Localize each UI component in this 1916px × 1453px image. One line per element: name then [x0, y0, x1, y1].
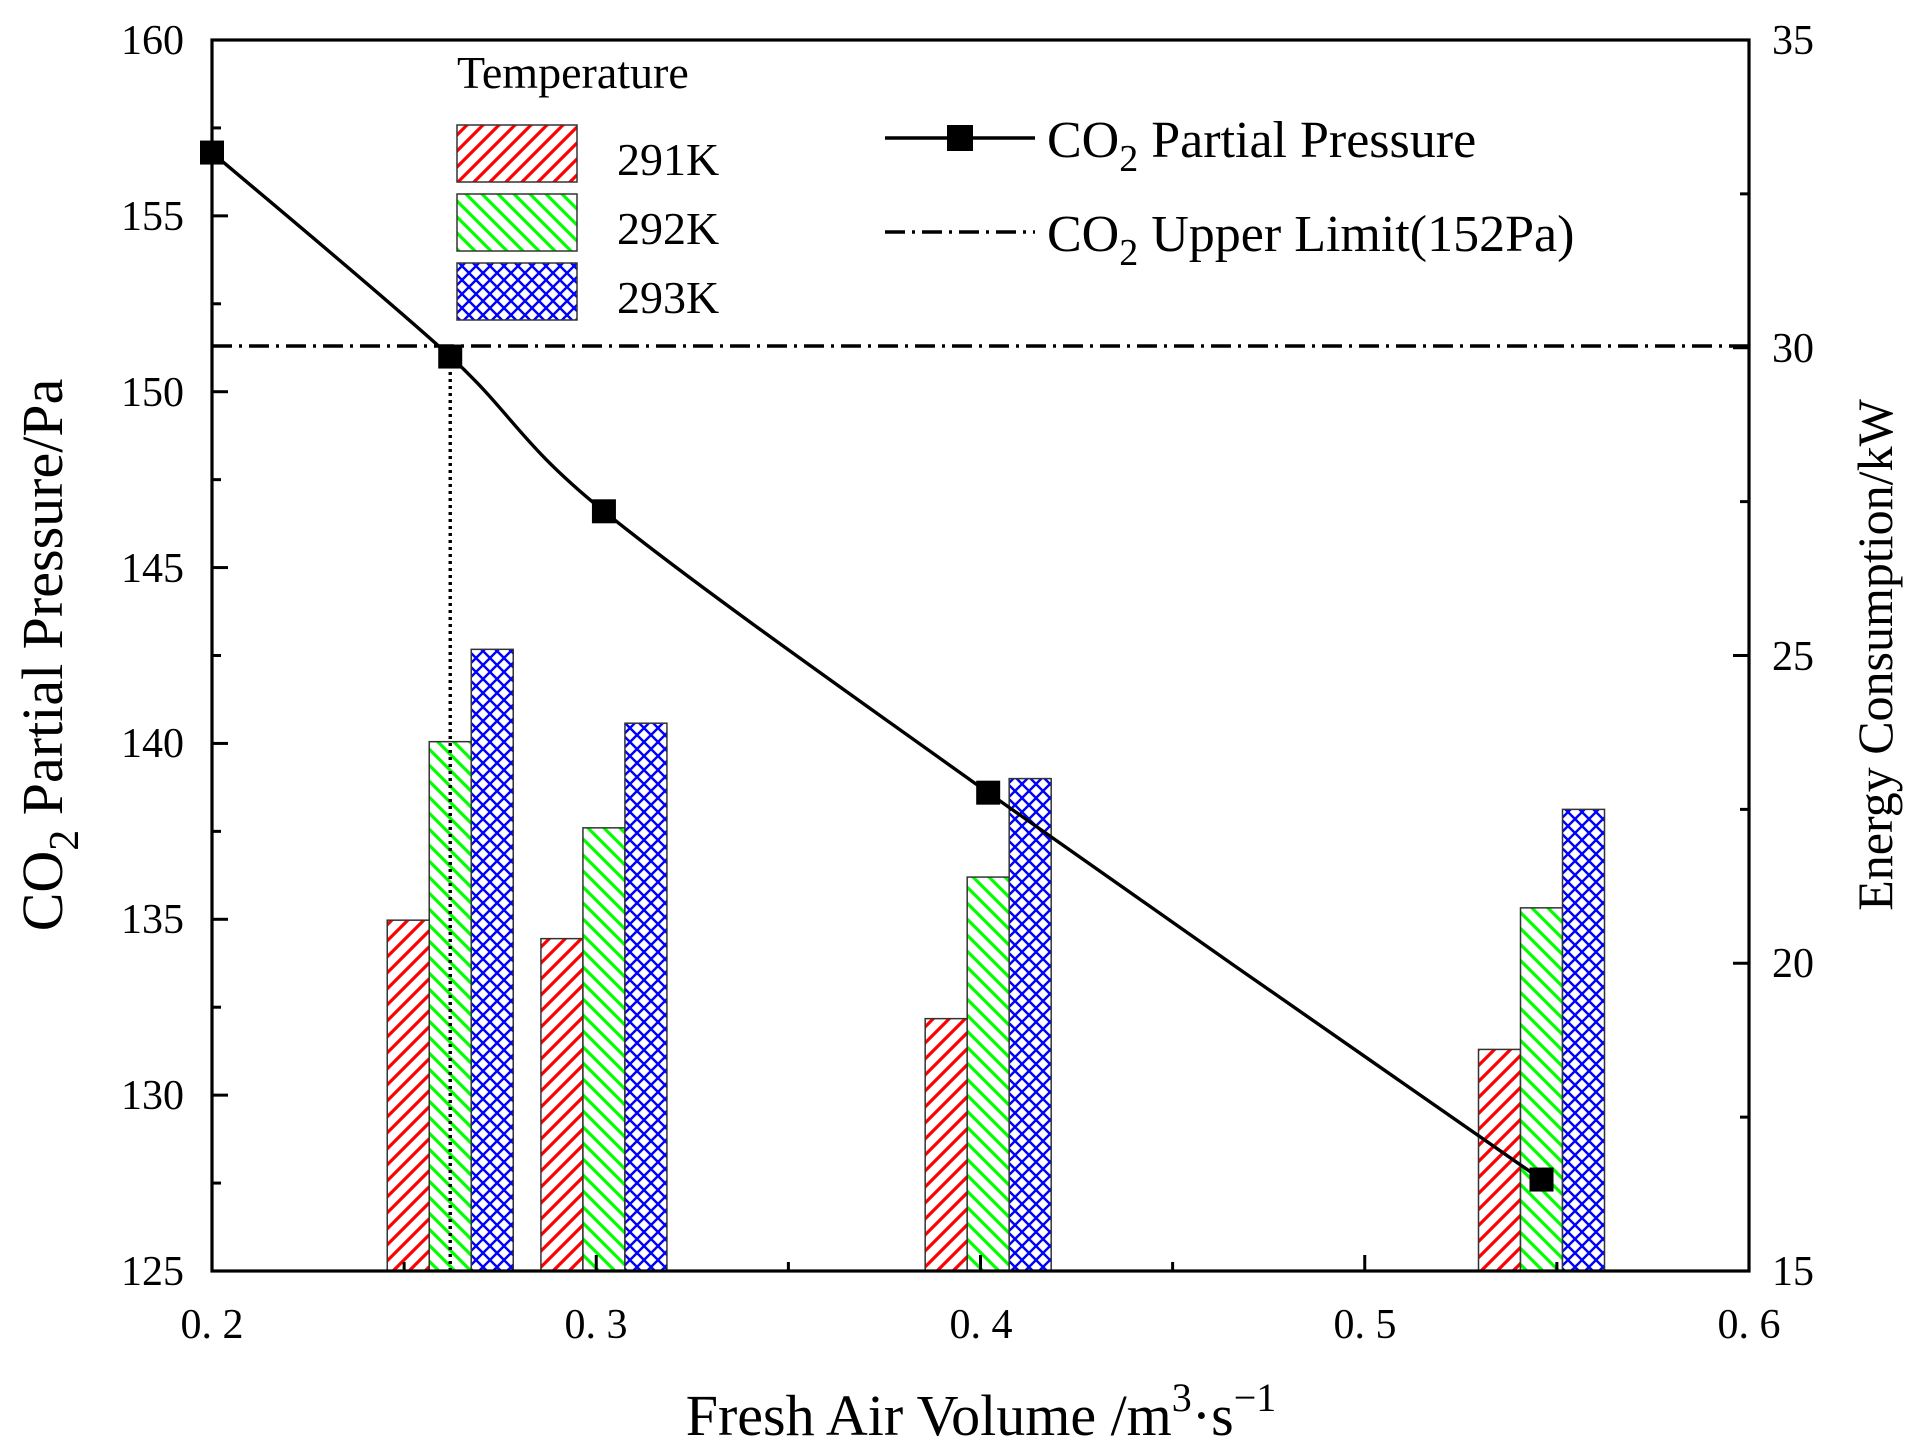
- plot-frame: [210, 38, 1751, 1273]
- co2-square-marker: [1529, 1167, 1554, 1192]
- y-right-tick-label: 20: [1772, 941, 1814, 987]
- co2-square-marker: [591, 499, 616, 524]
- bar-292k: [1519, 907, 1564, 1272]
- co2-square-marker: [438, 344, 463, 369]
- y-left-tick-label: 140: [121, 721, 184, 767]
- legend-temperature: Temperature 291K 292K 293K: [456, 47, 719, 323]
- legend-swatch-292k: [456, 193, 578, 252]
- legend-square-marker-icon: [947, 125, 973, 151]
- y-left-tick-label: 155: [121, 194, 184, 240]
- legend-label-292k: 292K: [617, 203, 719, 254]
- x-tick-label: 0. 3: [565, 1302, 628, 1348]
- legend-label-291k: 291K: [617, 134, 719, 185]
- legend-swatch-291k: [456, 124, 578, 183]
- x-axis-title: Fresh Air Volume /m3·s−1: [686, 1375, 1277, 1448]
- y-right-tick-label: 15: [1772, 1249, 1814, 1295]
- legend-title: Temperature: [457, 47, 689, 98]
- y-left-tick-label: 135: [121, 897, 184, 943]
- x-tick-label: 0. 4: [950, 1302, 1013, 1348]
- bar-291k: [386, 919, 430, 1272]
- bar-292k: [966, 876, 1010, 1272]
- y-left-tick-label: 125: [121, 1249, 184, 1295]
- y-right-tick-label: 30: [1772, 326, 1814, 372]
- bar-layer: [386, 648, 1606, 1272]
- y-right-tick-labels: 15 20 25 30 35: [1772, 18, 1814, 1295]
- x-tick-labels: 0. 2 0. 3 0. 4 0. 5 0. 6: [181, 1302, 1781, 1348]
- x-tick-label: 0. 5: [1334, 1302, 1397, 1348]
- y-left-tick-labels: 125 130 135 140 145 150 155 160: [121, 18, 184, 1295]
- bar-293k: [1561, 808, 1606, 1272]
- legend-label-co2-pressure: CO2 Partial Pressure: [1047, 112, 1476, 180]
- legend-lines: CO2 Partial Pressure CO2 Upper Limit(152…: [885, 112, 1574, 274]
- bar-292k: [582, 827, 626, 1272]
- x-tick-label: 0. 6: [1718, 1302, 1781, 1348]
- legend-label-co2-upper-limit: CO2 Upper Limit(152Pa): [1047, 206, 1574, 274]
- bar-293k: [470, 648, 514, 1272]
- co2-partial-pressure-line: [210, 151, 1543, 1181]
- y-left-tick-label: 145: [121, 546, 184, 592]
- legend-label-293k: 293K: [617, 272, 719, 323]
- x-tick-label: 0. 2: [181, 1302, 244, 1348]
- bar-293k: [1008, 777, 1052, 1272]
- bar-291k: [540, 937, 584, 1272]
- y-right-tick-label: 25: [1772, 634, 1814, 680]
- y-right-axis-title: Energy Consumption/kW: [1847, 398, 1903, 910]
- co2-square-marker: [976, 780, 1001, 805]
- bar-293k: [624, 722, 668, 1272]
- y-left-tick-label: 150: [121, 370, 184, 416]
- y-left-tick-label: 160: [121, 18, 184, 64]
- y-left-axis-title: CO2 Partial Pressure/Pa: [10, 379, 88, 932]
- legend-swatch-293k: [456, 262, 578, 321]
- y-left-tick-label: 130: [121, 1073, 184, 1119]
- y-right-tick-label: 35: [1772, 18, 1814, 64]
- bar-291k: [924, 1017, 968, 1272]
